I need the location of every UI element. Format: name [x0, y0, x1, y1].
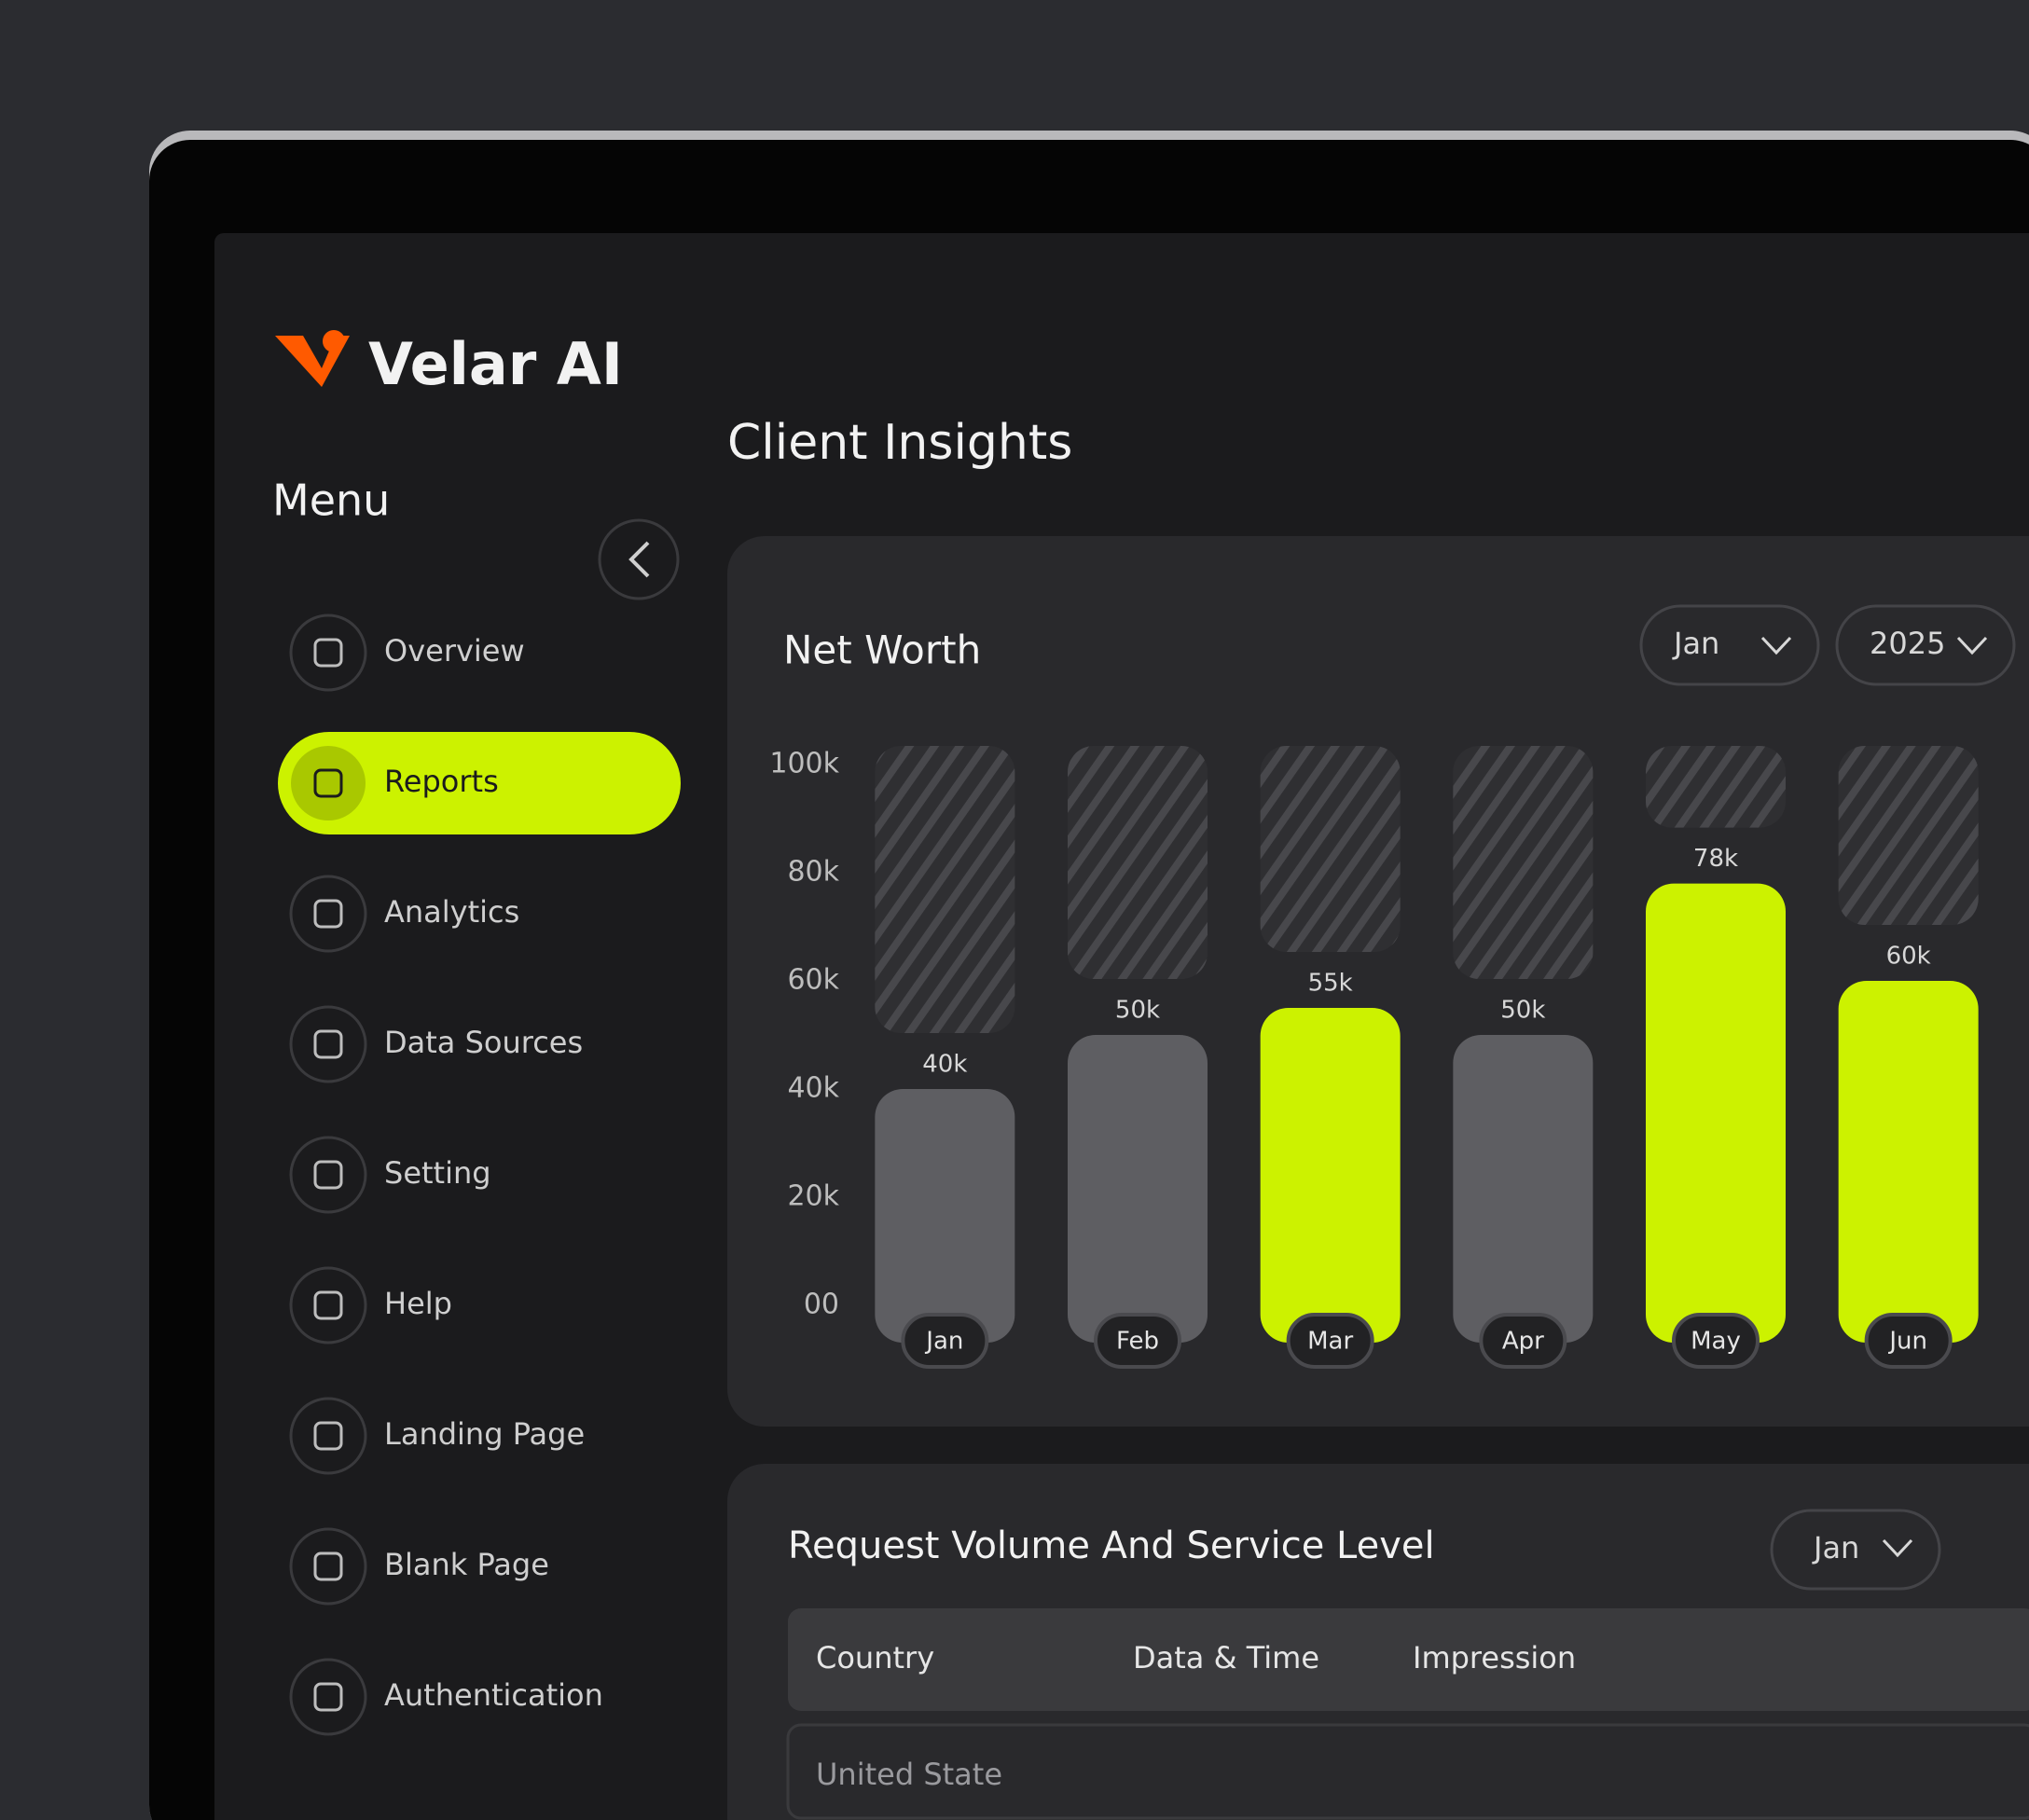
table-header-cell: Data & Time [1133, 1640, 1319, 1675]
bar-background [1838, 746, 1979, 925]
menu-title: Menu [272, 476, 390, 526]
table-header-cell: Country [816, 1640, 934, 1675]
dropdown-icon [1760, 636, 1792, 655]
menu-icon-glyph [313, 1290, 343, 1320]
y-tick-label: 80k [787, 856, 839, 889]
menu-item-label: Overview [384, 633, 525, 669]
x-tick-label: Mar [1307, 1328, 1353, 1356]
menu-item-label: Reports [384, 764, 499, 799]
collapse-icon [628, 541, 650, 578]
table-header-cell: Impression [1413, 1640, 1576, 1675]
menu-icon[interactable] [289, 1658, 367, 1736]
menu-item-label: Analytics [384, 894, 519, 930]
menu-item-label: Data Sources [384, 1025, 583, 1060]
category-pill [1864, 1313, 1953, 1369]
menu-icon-glyph [313, 1160, 343, 1190]
menu-item-label: Blank Page [384, 1547, 549, 1582]
menu-icon[interactable] [289, 1136, 367, 1214]
y-tick-label: 100k [769, 748, 839, 780]
menu-icon-glyph [313, 768, 343, 798]
net-worth-chart: 00 20k 40k 60k 80k 100k Jan 2025 40k Jan 50k Feb 55k… [769, 604, 2016, 1369]
page-title: Client Insights [727, 415, 1072, 471]
bar [1260, 1008, 1401, 1343]
menu-icon-glyph [313, 1551, 343, 1581]
bar [1838, 981, 1979, 1343]
menu-icon [291, 746, 366, 820]
y-tick-label: 00 [804, 1289, 839, 1321]
menu-icon[interactable] [289, 614, 367, 692]
bar-background [1453, 746, 1594, 979]
menu-icon[interactable] [289, 1005, 367, 1083]
x-tick-label: Jan [924, 1328, 963, 1356]
table-cell: United State [816, 1757, 1002, 1792]
table-filter-label: Jan [1812, 1530, 1859, 1565]
y-tick-label: 20k [787, 1180, 839, 1213]
table-filter[interactable] [1770, 1509, 1941, 1591]
chart-title: Net Worth [783, 627, 981, 673]
value-label: 55k [1308, 970, 1353, 998]
menu-icon-glyph [313, 1421, 343, 1451]
category-pill [1672, 1313, 1760, 1369]
dropdown-icon [1882, 1538, 1913, 1558]
table-row [786, 1723, 2029, 1820]
x-tick-label: Apr [1502, 1328, 1544, 1356]
bar [1068, 1035, 1208, 1343]
menu-icon[interactable] [289, 875, 367, 953]
value-label: 50k [1500, 997, 1545, 1025]
value-label: 60k [1886, 943, 1931, 971]
category-pill [1479, 1313, 1567, 1369]
bar [875, 1089, 1015, 1343]
bar [1453, 1035, 1594, 1343]
bar-background [1068, 746, 1208, 979]
table: Country Data & Time Impression United State [786, 1640, 2029, 1820]
collapse-button[interactable] [598, 518, 680, 600]
menu-item-label: Authentication [384, 1677, 603, 1713]
menu-icon-glyph [313, 899, 343, 929]
brand: Velar AI [368, 330, 623, 398]
table-title: Request Volume And Service Level [788, 1524, 1435, 1567]
menu-icon[interactable] [289, 1266, 367, 1344]
value-label: 40k [922, 1051, 967, 1079]
value-label: 50k [1115, 997, 1160, 1025]
filter-label: 2025 [1870, 626, 1945, 661]
filter-dropdown[interactable] [1835, 604, 2016, 686]
menu-item-label: Help [384, 1286, 452, 1321]
menu-item-label: Setting [384, 1155, 491, 1191]
bar [1646, 883, 1786, 1343]
bar-background [1646, 746, 1786, 828]
menu-icon-glyph [313, 1682, 343, 1712]
category-pill [1094, 1313, 1181, 1369]
menu-item-active-bg[interactable] [278, 732, 681, 834]
y-tick-label: 60k [787, 964, 839, 997]
menu-item-label: Landing Page [384, 1416, 585, 1452]
filter-label: Jan [1672, 626, 1719, 661]
menu-icon[interactable] [289, 1527, 367, 1606]
x-tick-label: Jun [1887, 1328, 1927, 1356]
menu-icon-glyph [313, 1029, 343, 1059]
table-header [788, 1608, 2029, 1711]
dropdown-icon [1956, 636, 1988, 655]
logo-dot [323, 330, 345, 352]
menu: Overview Reports Analytics Data Sources Sett… [278, 614, 681, 1736]
bar-background [1260, 746, 1401, 952]
x-tick-label: Feb [1116, 1328, 1159, 1356]
x-tick-label: May [1691, 1328, 1741, 1356]
category-pill [1286, 1313, 1374, 1369]
value-label: 78k [1693, 845, 1738, 873]
filter-dropdown[interactable] [1639, 604, 1820, 686]
bar-background [875, 746, 1015, 1033]
category-pill [901, 1313, 989, 1369]
menu-icon[interactable] [289, 1397, 367, 1475]
menu-icon-glyph [313, 638, 343, 668]
y-tick-label: 40k [787, 1072, 839, 1105]
